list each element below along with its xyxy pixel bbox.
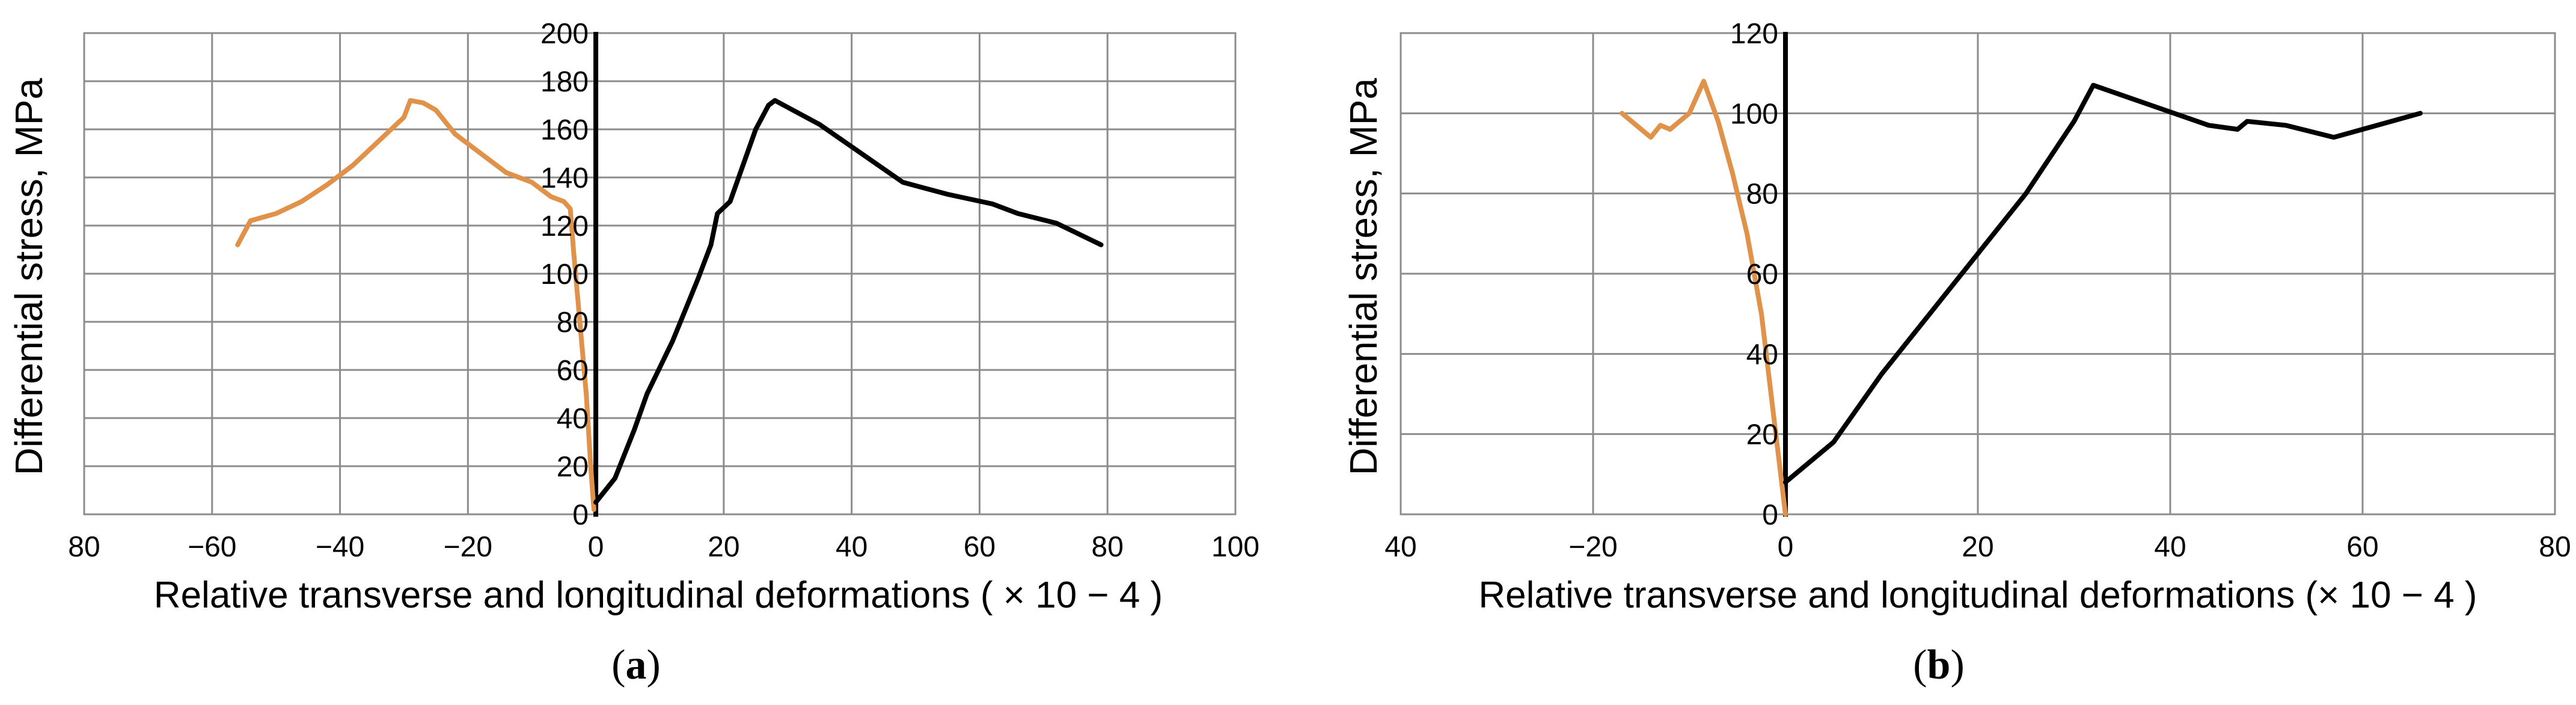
y-tick-label: 80 [1746, 179, 1778, 211]
x-tick-label: 40 [1384, 531, 1416, 563]
x-tick-label: 0 [588, 531, 604, 563]
y-tick-label: 0 [572, 499, 589, 531]
x-tick-label: 40 [836, 531, 867, 563]
series-transverse-line [235, 98, 596, 512]
y-tick-label: 20 [557, 451, 589, 483]
plot-frame [83, 32, 1237, 516]
axes [1400, 32, 2556, 517]
series-group [235, 98, 1104, 512]
y-tick-label: 60 [557, 355, 589, 387]
y-tick-label: 20 [1746, 419, 1778, 451]
x-tick-label: 60 [2346, 531, 2378, 563]
series-transverse-line [1620, 79, 1788, 517]
x-tick-label: 100 [1211, 531, 1259, 563]
chart-panel-b: 0 20 40 60 80 100 120 40 −20 0 20 40 60 80 Different… [1342, 18, 2571, 688]
y-tick-label: 80 [557, 307, 589, 339]
panel-caption-a: (a) [611, 642, 661, 688]
x-tick-label: 60 [964, 531, 996, 563]
panel-caption-b: (b) [1913, 642, 1965, 688]
x-tick-label: 0 [1778, 531, 1794, 563]
x-tick-label: −60 [188, 531, 236, 563]
x-axis-label: Relative transverse and longitudinal def… [154, 574, 1163, 616]
gridlines [83, 32, 1237, 516]
x-axis-label: Relative transverse and longitudinal def… [1478, 574, 2477, 616]
x-tick-label: 80 [1092, 531, 1124, 563]
y-tick-label: 200 [540, 18, 589, 50]
y-tick-label: 0 [1762, 499, 1778, 531]
x-tick-label: −20 [1568, 531, 1617, 563]
y-tick-label: 40 [557, 403, 589, 435]
x-tick-label: 80 [68, 531, 100, 563]
y-tick-label: 100 [540, 259, 589, 291]
gridlines [1400, 32, 2556, 516]
y-axis-label: Differential stress, MPa [1342, 78, 1385, 475]
x-tick-label: 20 [1962, 531, 1993, 563]
y-tick-label: 120 [540, 211, 589, 242]
plot-frame [1400, 32, 2556, 516]
y-tick-labels: 0 20 40 60 80 100 120 140 160 180 200 [540, 18, 589, 531]
x-tick-labels: 80 −60 −40 −20 0 20 40 60 80 100 [68, 531, 1259, 563]
axes [83, 32, 1237, 517]
y-tick-label: 120 [1730, 18, 1778, 50]
x-tick-label: 80 [2539, 531, 2571, 563]
x-tick-label: 20 [708, 531, 739, 563]
y-tick-label: 40 [1746, 339, 1778, 371]
series-longitudinal-line [1783, 82, 2423, 485]
y-tick-labels: 0 20 40 60 80 100 120 [1730, 18, 1778, 531]
y-tick-label: 180 [540, 66, 589, 98]
series-group [1620, 79, 2423, 517]
x-tick-label: −20 [444, 531, 492, 563]
y-axis-label: Differential stress, MPa [7, 78, 50, 475]
series-longitudinal-line [593, 98, 1104, 505]
x-tick-label: −40 [316, 531, 364, 563]
y-tick-label: 160 [540, 114, 589, 146]
y-tick-label: 60 [1746, 259, 1778, 291]
y-tick-label: 100 [1730, 98, 1778, 130]
x-tick-labels: 40 −20 0 20 40 60 80 [1384, 531, 2571, 563]
y-tick-label: 140 [540, 162, 589, 194]
x-tick-label: 40 [2154, 531, 2186, 563]
